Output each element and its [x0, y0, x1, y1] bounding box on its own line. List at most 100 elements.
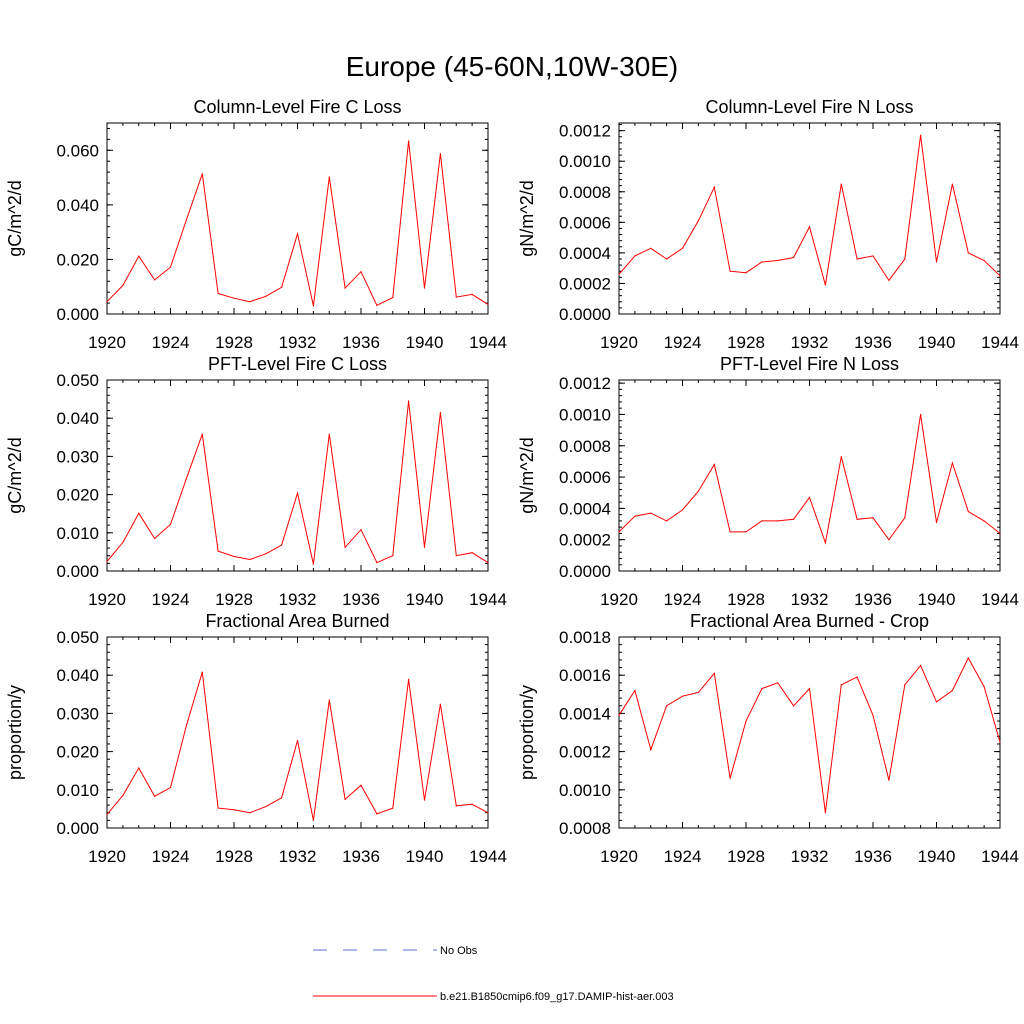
data-point: [154, 795, 156, 797]
data-point: [169, 266, 172, 268]
data-point: [793, 518, 795, 520]
data-point: [729, 270, 731, 272]
x-tick-label: 1936: [342, 590, 380, 609]
data-point: [471, 803, 473, 805]
data-point: [312, 819, 314, 821]
data-point: [360, 529, 362, 531]
data-point: [376, 304, 378, 306]
x-tick-label: 1936: [854, 333, 892, 352]
y-tick-label: 0.030: [56, 704, 99, 723]
x-tick-label: 1924: [152, 590, 190, 609]
legend: No Obs b.e21.B1850cmip6.f09_g17.DAMIP-hi…: [313, 945, 674, 1003]
x-tick-label: 1932: [791, 847, 829, 866]
data-point: [729, 531, 731, 533]
data-point: [185, 219, 187, 221]
data-point: [408, 400, 410, 402]
y-tick-label: 0.000: [56, 819, 99, 838]
data-point: [681, 695, 684, 697]
x-tick-label: 1924: [664, 590, 702, 609]
y-tick-label: 0.0000: [559, 562, 611, 581]
data-point: [106, 301, 108, 303]
y-axis-label: gC/m^2/d: [5, 437, 25, 513]
y-tick-label: 0.0012: [559, 374, 611, 393]
data-point: [935, 521, 938, 524]
data-point: [777, 259, 779, 262]
x-tick-label: 1936: [854, 847, 892, 866]
data-point: [201, 433, 203, 435]
x-tick-label: 1924: [664, 333, 702, 352]
data-point: [920, 413, 922, 416]
x-tick-label: 1928: [215, 333, 253, 352]
data-point: [666, 258, 668, 260]
data-point: [904, 258, 906, 260]
plot-frame: [618, 122, 1001, 315]
data-point: [634, 255, 636, 257]
data-point: [169, 786, 172, 789]
data-point: [618, 714, 620, 716]
chart-panel-3: PFT-Level Fire C Loss gC/m^2/d 1920 1924 192…: [5, 354, 507, 609]
data-point: [650, 512, 652, 514]
y-tick-label: 0.0004: [559, 244, 611, 263]
plot-frame: [106, 122, 489, 315]
data-point: [872, 517, 874, 519]
data-point: [681, 509, 684, 511]
chart-panel-1: Column-Level Fire C Loss gC/m^2/d 1920 1924…: [5, 97, 507, 352]
data-point: [793, 705, 795, 707]
data-point: [745, 720, 747, 722]
data-point: [967, 252, 969, 254]
data-point: [745, 531, 747, 533]
data-point: [967, 510, 969, 513]
y-tick-label: 0.000: [56, 562, 99, 581]
data-point: [328, 176, 330, 178]
legend-model-label: b.e21.B1850cmip6.f09_g17.DAMIP-hist-aer.…: [440, 991, 674, 1003]
x-tick-label: 1940: [918, 847, 956, 866]
x-tick-label: 1944: [469, 590, 507, 609]
figure-title: Europe (45-60N,10W-30E): [346, 51, 679, 82]
data-point: [808, 496, 811, 499]
data-point: [951, 689, 953, 692]
data-point: [634, 689, 636, 692]
data-point: [999, 532, 1001, 535]
y-tick-label: 0.0006: [559, 213, 611, 232]
y-tick-label: 0.040: [56, 666, 99, 685]
data-point: [106, 560, 108, 563]
data-point: [487, 561, 489, 564]
data-point: [872, 255, 874, 257]
data-point: [185, 725, 187, 727]
plot-frame: [618, 379, 1001, 572]
y-axis-label: gN/m^2/d: [517, 437, 537, 513]
data-point: [265, 553, 267, 555]
data-point: [344, 546, 346, 548]
data-point: [122, 541, 124, 543]
data-point: [233, 297, 235, 299]
data-point: [376, 561, 378, 564]
data-point: [888, 539, 890, 541]
panel-title: Fractional Area Burned - Crop: [690, 611, 929, 631]
x-tick-label: 1936: [342, 847, 380, 866]
data-point: [824, 812, 826, 814]
x-tick-label: 1928: [727, 847, 765, 866]
panel-title: Column-Level Fire N Loss: [705, 97, 913, 117]
x-tick-label: 1940: [406, 590, 444, 609]
data-point: [840, 684, 842, 686]
data-point: [761, 261, 763, 263]
y-tick-label: 0.020: [56, 743, 99, 762]
data-point: [122, 794, 124, 797]
data-point: [650, 749, 652, 751]
y-tick-label: 0.0012: [559, 743, 611, 762]
panel-title: PFT-Level Fire C Loss: [208, 354, 387, 374]
data-point: [249, 558, 251, 561]
data-point: [455, 805, 457, 807]
data-point: [328, 433, 330, 435]
y-tick-label: 0.050: [56, 628, 99, 647]
data-point: [360, 784, 362, 786]
y-tick-label: 0.030: [56, 447, 99, 466]
data-point: [983, 686, 985, 688]
x-tick-label: 1940: [406, 847, 444, 866]
data-point: [471, 552, 473, 554]
data-point: [808, 687, 811, 690]
chart-panel-5: Fractional Area Burned proportion/y 1920 19…: [5, 611, 507, 866]
data-point: [106, 814, 108, 816]
data-point: [138, 767, 140, 769]
